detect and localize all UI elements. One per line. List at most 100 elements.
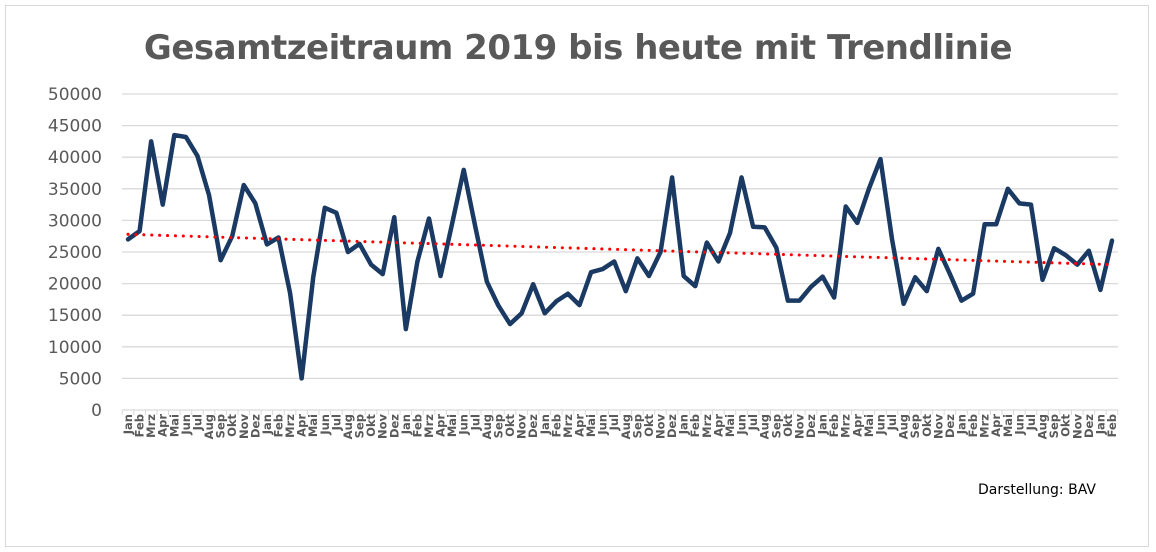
x-tick-label: Jan <box>260 414 274 435</box>
y-tick-label: 20000 <box>48 275 102 295</box>
x-tick-label: Sep <box>491 414 505 438</box>
x-tick-label: Okt <box>1059 413 1073 436</box>
x-tick-label: Dez <box>943 414 957 438</box>
x-tick-label: Jan <box>1093 414 1107 435</box>
x-tick-label: Apr <box>156 414 170 437</box>
x-tick-label: Apr <box>295 414 309 437</box>
x-tick-label: Dez <box>526 414 540 438</box>
x-tick-label: Nov <box>515 414 529 440</box>
x-tick-label: Mrz <box>839 414 853 438</box>
x-tick-label: Feb <box>688 414 702 437</box>
y-tick-label: 45000 <box>48 117 102 137</box>
x-tick-label: Apr <box>850 414 864 437</box>
x-tick-label: Mrz <box>561 414 575 438</box>
x-tick-label: Mai <box>306 414 320 437</box>
x-tick-label: Okt <box>364 413 378 436</box>
x-tick-label: Jun <box>873 414 887 436</box>
x-tick-label: Okt <box>503 413 517 436</box>
x-tick-label: Jul <box>1024 414 1038 431</box>
x-tick-label: Mai <box>862 414 876 437</box>
x-tick-label: Mai <box>584 414 598 437</box>
y-tick-label: 50000 <box>48 85 102 105</box>
x-tick-label: Jun <box>1012 414 1026 436</box>
x-tick-label: Apr <box>989 414 1003 437</box>
x-tick-label: Jan <box>538 414 552 435</box>
x-tick-label: Dez <box>1082 414 1096 438</box>
x-tick-label: Apr <box>434 414 448 437</box>
x-tick-label: Mai <box>445 414 459 437</box>
x-tick-label: Aug <box>897 414 911 439</box>
x-tick-label: Jan <box>955 414 969 435</box>
x-tick-label: Mrz <box>283 414 297 438</box>
y-tick-label: 0 <box>91 401 102 421</box>
x-tick-label: Okt <box>642 413 656 436</box>
x-tick-label: Jul <box>746 414 760 431</box>
x-tick-label: Jan <box>816 414 830 435</box>
x-tick-label: Okt <box>781 413 795 436</box>
x-tick-label: Nov <box>1070 414 1084 440</box>
x-tick-label: Jul <box>190 414 204 431</box>
y-tick-label: 25000 <box>48 243 102 263</box>
x-tick-label: Feb <box>827 414 841 437</box>
x-tick-label: Jan <box>677 414 691 435</box>
x-tick-label: Jun <box>179 414 193 436</box>
x-tick-label: Feb <box>133 414 147 437</box>
x-tick-label: Sep <box>769 414 783 438</box>
x-tick-label: Mai <box>167 414 181 437</box>
x-tick-label: Mai <box>1001 414 1015 437</box>
x-tick-label: Feb <box>410 414 424 437</box>
x-tick-label: Jun <box>596 414 610 436</box>
x-tick-label: Mrz <box>978 414 992 438</box>
x-tick-label: Dez <box>665 414 679 438</box>
x-tick-label: Mrz <box>422 414 436 438</box>
x-tick-label: Dez <box>248 414 262 438</box>
y-tick-label: 40000 <box>48 148 102 168</box>
x-tick-label: Apr <box>711 414 725 437</box>
chart-title: Gesamtzeitraum 2019 bis heute mit Trendl… <box>143 28 1013 68</box>
y-tick-label: 10000 <box>48 338 102 358</box>
x-tick-label: Dez <box>387 414 401 438</box>
y-tick-label: 5000 <box>59 369 102 389</box>
x-tick-label: Jan <box>121 414 135 435</box>
x-tick-label: Aug <box>341 414 355 439</box>
x-tick-label: Aug <box>1036 414 1050 439</box>
x-tick-label: Aug <box>758 414 772 439</box>
source-note: Darstellung: BAV <box>978 482 1096 498</box>
x-tick-label: Feb <box>1105 414 1119 437</box>
x-tick-label: Okt <box>920 413 934 436</box>
x-tick-label: Mrz <box>144 414 158 438</box>
x-tick-label: Sep <box>908 414 922 438</box>
x-tick-label: Okt <box>225 413 239 436</box>
y-tick-label: 30000 <box>48 211 102 231</box>
x-tick-label: Sep <box>214 414 228 438</box>
x-tick-label: Jul <box>468 414 482 431</box>
x-tick-label: Nov <box>931 414 945 440</box>
x-tick-label: Nov <box>654 414 668 440</box>
x-tick-label: Aug <box>202 414 216 439</box>
x-tick-label: Jul <box>329 414 343 431</box>
chart-frame <box>5 5 1149 547</box>
data-line <box>125 132 1115 381</box>
x-tick-label: Feb <box>271 414 285 437</box>
x-tick-label: Aug <box>480 414 494 439</box>
y-tick-label: 35000 <box>48 180 102 200</box>
x-tick-label: Jun <box>457 414 471 436</box>
x-tick-label: Sep <box>630 414 644 438</box>
x-tick-label: Nov <box>376 414 390 440</box>
x-tick-label: Mrz <box>700 414 714 438</box>
y-tick-label: 15000 <box>48 306 102 326</box>
x-tick-label: Feb <box>549 414 563 437</box>
x-tick-label: Sep <box>353 414 367 438</box>
x-tick-label: Feb <box>966 414 980 437</box>
x-tick-label: Jan <box>399 414 413 435</box>
x-tick-label: Jun <box>318 414 332 436</box>
x-tick-label: Nov <box>792 414 806 440</box>
x-tick-label: Aug <box>619 414 633 439</box>
x-tick-label: Nov <box>237 414 251 440</box>
x-tick-label: Jun <box>735 414 749 436</box>
x-tick-label: Jul <box>607 414 621 431</box>
x-tick-label: Mai <box>723 414 737 437</box>
x-tick-label: Sep <box>1047 414 1061 438</box>
x-tick-label: Apr <box>572 414 586 437</box>
